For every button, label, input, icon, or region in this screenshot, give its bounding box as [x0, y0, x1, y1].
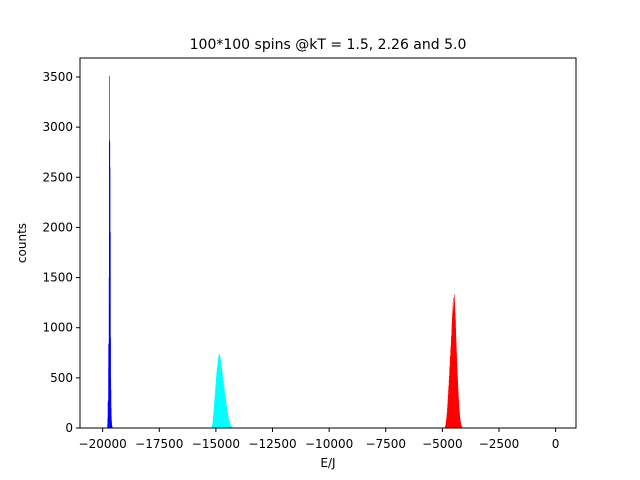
x-tick-label: −7500 — [365, 437, 406, 451]
y-tick-label: 0 — [65, 421, 73, 435]
series-2 — [444, 294, 464, 428]
histogram-bar — [108, 367, 110, 428]
series-0 — [107, 76, 113, 428]
plot-frame — [79, 57, 577, 429]
histogram-bar — [107, 401, 109, 428]
histogram-bar — [111, 425, 113, 428]
x-tick-label: −15000 — [192, 437, 240, 451]
y-tick-label: 1000 — [42, 321, 73, 335]
plot-area — [80, 58, 576, 428]
x-axis-label: E/J — [320, 456, 335, 470]
y-tick-label: 500 — [50, 371, 73, 385]
histogram-bar — [109, 167, 111, 428]
chart-title: 100*100 spins @kT = 1.5, 2.26 and 5.0 — [190, 37, 467, 53]
x-tick-label: −17500 — [135, 437, 183, 451]
x-tick-label: −20000 — [79, 437, 127, 451]
x-axis-ticks: −20000 −17500 −15000 −12500 −10000 −7500 −5000… — [79, 428, 560, 451]
x-tick-label: −5000 — [422, 437, 463, 451]
x-tick-label: −10000 — [305, 437, 353, 451]
y-tick-label: 2500 — [42, 170, 73, 184]
y-axis-label: counts — [15, 223, 29, 263]
x-tick-label: −2500 — [479, 437, 520, 451]
histogram-bar — [110, 232, 111, 428]
series-1 — [211, 353, 234, 428]
x-tick-label: −12500 — [248, 437, 296, 451]
y-tick-label: 1500 — [42, 271, 73, 285]
histogram-bars — [107, 76, 464, 428]
x-tick-label: 0 — [552, 437, 560, 451]
y-tick-label: 3500 — [42, 70, 73, 84]
y-tick-label: 2000 — [42, 220, 73, 234]
y-axis-ticks: 0 500 1000 1500 2000 2500 3000 3500 — [42, 70, 80, 435]
y-tick-label: 3000 — [42, 120, 73, 134]
